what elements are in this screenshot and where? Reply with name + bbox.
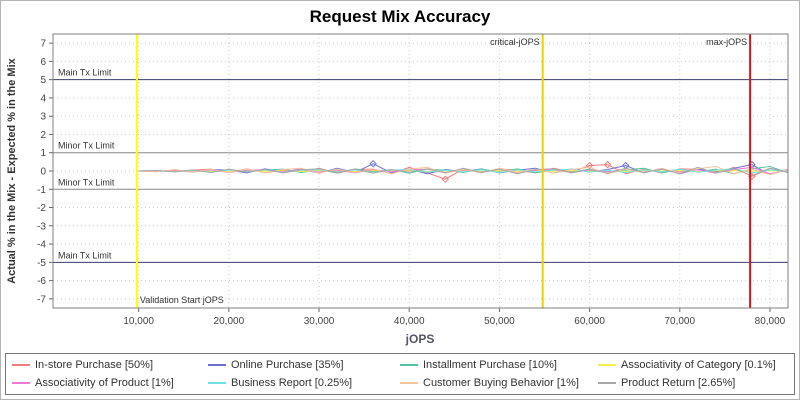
- series-color-swatch: [598, 382, 616, 384]
- legend-item-product-return: Product Return [2.65%]: [598, 377, 788, 389]
- series-marker: [441, 175, 450, 183]
- legend-label: Associativity of Category [0.1%]: [621, 359, 776, 371]
- plot-area: Main Tx Limit Minor Tx Limit Minor Tx Limi…: [37, 33, 789, 327]
- axes: 7 6 5 4 3 2 1 0 -1 -2 -3 -4 -5 -6 -7 10,000 20,000 30,000…: [37, 39, 786, 327]
- legend-item-online-purchase: Online Purchase [35%]: [208, 359, 400, 371]
- series-color-swatch: [208, 382, 226, 384]
- chart-title: Request Mix Accuracy: [309, 7, 491, 26]
- tx-limit-label: Minor Tx Limit: [58, 141, 115, 151]
- jops-marker-label: Validation Start jOPS: [140, 295, 224, 305]
- series-line-7: [138, 166, 789, 177]
- x-tick-label: 50,000: [484, 316, 515, 327]
- y-tick-label: 4: [40, 93, 46, 104]
- series-marker: [585, 161, 594, 170]
- series-marker: [369, 159, 377, 168]
- legend-label: Associativity of Product [1%]: [35, 377, 174, 389]
- legend-item-installment-purchase: Installment Purchase [10%]: [400, 359, 598, 371]
- y-tick-label: -6: [37, 276, 46, 287]
- jops-marker-label: critical-jOPS: [490, 37, 540, 47]
- legend-label: Customer Buying Behavior [1%]: [423, 377, 579, 389]
- legend-label: Business Report [0.25%]: [231, 377, 353, 389]
- series-line-6: [138, 165, 789, 176]
- legend-item-instore-purchase: In-store Purchase [50%]: [12, 359, 208, 371]
- x-axis-title: jOPS: [405, 332, 435, 346]
- jops-marker-label: max-jOPS: [706, 37, 747, 47]
- x-tick-label: 60,000: [574, 316, 605, 327]
- y-tick-label: 3: [40, 112, 46, 123]
- x-tick-label: 10,000: [123, 316, 154, 327]
- x-tick-label: 70,000: [664, 316, 695, 327]
- legend-label: In-store Purchase [50%]: [35, 359, 154, 371]
- y-tick-label: -3: [37, 221, 46, 232]
- y-tick-label: -2: [37, 203, 46, 214]
- series-line-4: [138, 166, 789, 175]
- x-tick-label: 20,000: [214, 316, 245, 327]
- series-color-swatch: [400, 364, 418, 366]
- reference-lines: Main Tx Limit Minor Tx Limit Minor Tx Limi…: [53, 68, 788, 263]
- y-tick-label: -1: [37, 185, 46, 196]
- series-color-swatch: [12, 364, 30, 366]
- series-color-swatch: [400, 382, 418, 384]
- tx-limit-label: Minor Tx Limit: [58, 177, 115, 187]
- legend-label: Installment Purchase [10%]: [423, 359, 557, 371]
- legend-item-business-report: Business Report [0.25%]: [208, 377, 400, 389]
- legend-row-2: Associativity of Product [1%] Business R…: [12, 374, 788, 392]
- series-color-swatch: [208, 364, 226, 366]
- jops-marker-lines: Validation Start jOPS critical-jOPS max-jO…: [135, 34, 752, 308]
- tx-limit-label: Main Tx Limit: [58, 250, 112, 260]
- y-axis-title: Actual % in the Mix - Expected % in the …: [6, 57, 18, 283]
- data-series: [138, 159, 789, 183]
- y-tick-label: 2: [40, 130, 46, 141]
- legend: In-store Purchase [50%] Online Purchase …: [5, 353, 795, 395]
- plot-border: [52, 33, 789, 309]
- y-tick-label: 6: [40, 57, 46, 68]
- y-tick-label: -5: [37, 258, 46, 269]
- y-tick-label: 7: [40, 39, 46, 50]
- legend-item-associativity-of-product: Associativity of Product [1%]: [12, 377, 208, 389]
- x-tick-label: 80,000: [755, 316, 786, 327]
- legend-label: Product Return [2.65%]: [621, 377, 736, 389]
- legend-item-customer-buying-behavior: Customer Buying Behavior [1%]: [400, 377, 598, 389]
- series-color-swatch: [598, 364, 616, 366]
- y-tick-label: -7: [37, 294, 46, 305]
- x-tick-label: 30,000: [304, 316, 335, 327]
- chart-canvas: Main Tx Limit Minor Tx Limit Minor Tx Limi…: [6, 33, 789, 346]
- y-tick-label: 1: [40, 148, 46, 159]
- series-line-5: [138, 168, 789, 174]
- series-marker: [603, 160, 612, 169]
- x-tick-label: 40,000: [394, 316, 425, 327]
- legend-row-1: In-store Purchase [50%] Online Purchase …: [12, 356, 788, 374]
- tx-limit-label: Main Tx Limit: [58, 68, 112, 78]
- y-tick-label: 0: [40, 167, 46, 178]
- y-tick-label: 5: [40, 75, 46, 86]
- y-tick-label: -4: [37, 240, 46, 251]
- legend-label: Online Purchase [35%]: [231, 359, 344, 371]
- legend-item-associativity-of-category: Associativity of Category [0.1%]: [598, 359, 788, 371]
- series-color-swatch: [12, 382, 30, 384]
